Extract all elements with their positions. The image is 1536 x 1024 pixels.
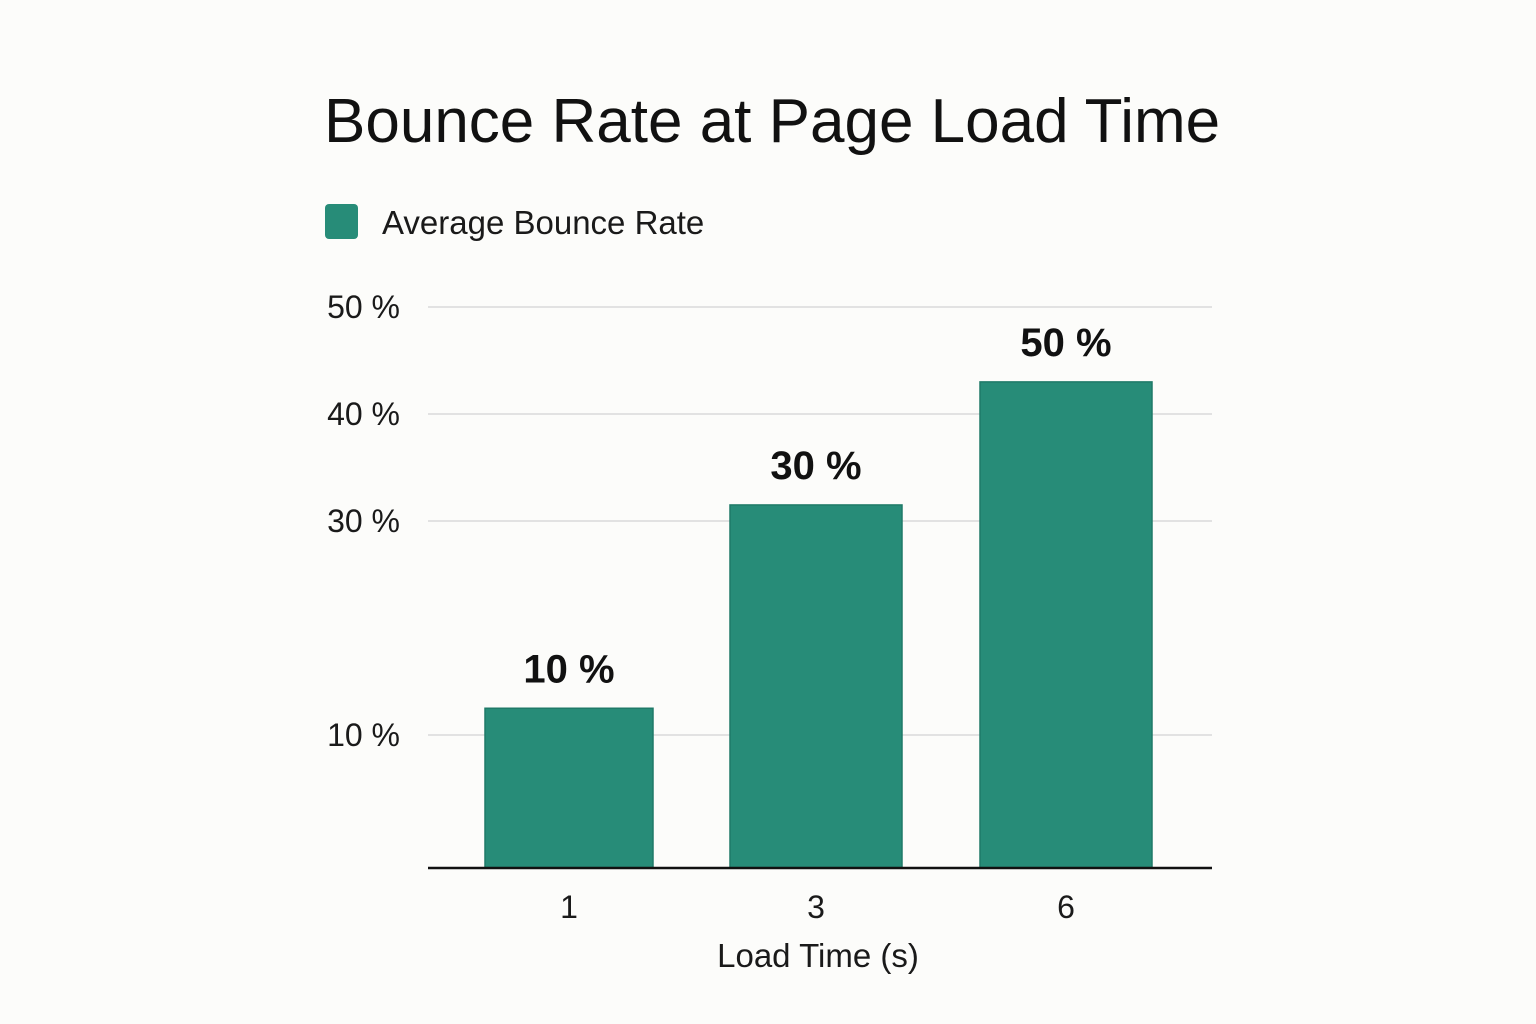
y-tick-label: 10 % — [327, 717, 400, 753]
chart-title: Bounce Rate at Page Load Time — [324, 87, 1220, 156]
y-axis-ticks: 10 % 30 % 40 % 50 % — [327, 289, 400, 753]
x-tick-label: 1 — [560, 889, 578, 925]
y-tick-label: 40 % — [327, 396, 400, 432]
legend: Average Bounce Rate — [325, 204, 704, 241]
legend-swatch — [325, 204, 358, 239]
x-axis-ticks: 1 3 6 — [560, 889, 1075, 925]
x-tick-label: 6 — [1057, 889, 1075, 925]
data-labels: 10 % 30 % 50 % — [523, 321, 1111, 691]
legend-label: Average Bounce Rate — [382, 204, 704, 241]
bar-data-label: 30 % — [770, 444, 861, 488]
bar — [484, 707, 654, 869]
bar — [729, 504, 903, 869]
bar-data-label: 50 % — [1020, 321, 1111, 365]
bar — [979, 381, 1153, 869]
bar-data-label: 10 % — [523, 647, 614, 691]
y-tick-label: 30 % — [327, 503, 400, 539]
y-tick-label: 50 % — [327, 289, 400, 325]
x-axis-label: Load Time (s) — [717, 937, 919, 974]
x-tick-label: 3 — [807, 889, 825, 925]
